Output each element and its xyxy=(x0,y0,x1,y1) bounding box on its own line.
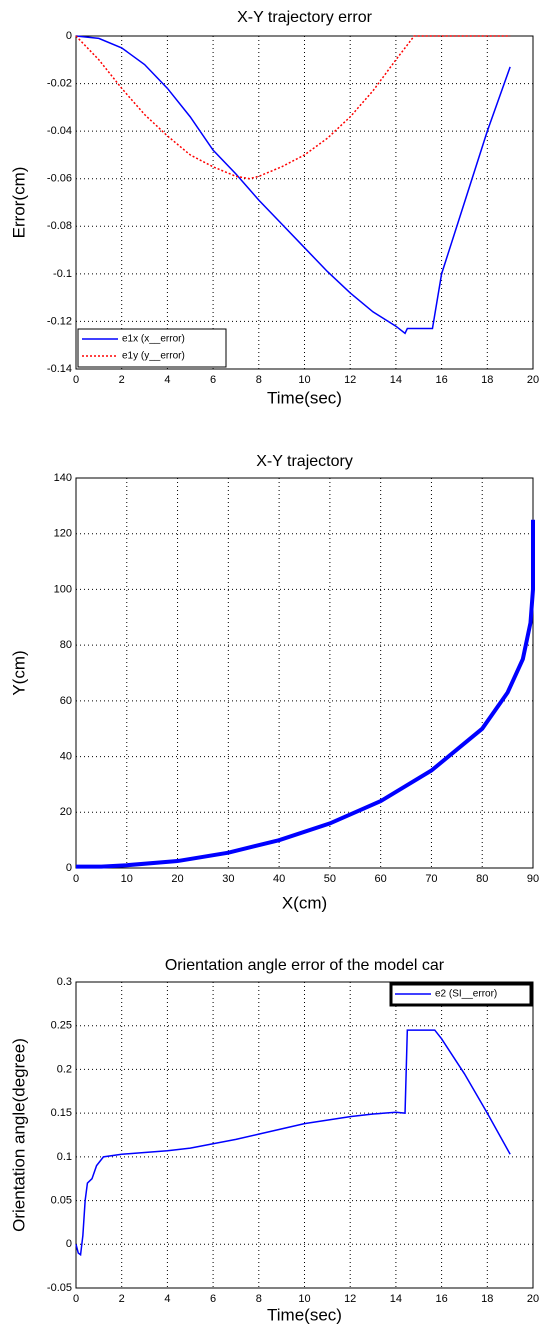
y-tick-label: 0 xyxy=(66,862,72,874)
x-tick-label: 0 xyxy=(73,873,79,885)
x-tick-label: 20 xyxy=(527,1293,539,1305)
x-axis-label: Time(sec) xyxy=(267,1305,342,1324)
x-tick-label: 0 xyxy=(73,374,79,386)
x-tick-label: 14 xyxy=(390,374,402,386)
x-tick-label: 30 xyxy=(222,873,234,885)
x-tick-label: 0 xyxy=(73,1293,79,1305)
legend-box xyxy=(77,328,227,368)
y-tick-label: -0.06 xyxy=(47,173,72,185)
y-tick-label: 0.25 xyxy=(51,1020,72,1032)
x-tick-label: 16 xyxy=(435,1293,447,1305)
legend-box xyxy=(389,982,533,1007)
y-tick-label: -0.14 xyxy=(47,363,72,375)
data-line xyxy=(75,35,511,335)
x-tick-label: 18 xyxy=(481,1293,493,1305)
y-tick-label: -0.02 xyxy=(47,77,72,89)
plot-frame xyxy=(75,35,534,370)
x-tick-label: 80 xyxy=(476,873,488,885)
x-tick-label: 60 xyxy=(375,873,387,885)
data-line xyxy=(75,35,511,180)
legend-label: e1y (y__error) xyxy=(122,351,185,362)
x-tick-label: 50 xyxy=(324,873,336,885)
y-tick-label: -0.1 xyxy=(53,268,72,280)
y-tick-label: 140 xyxy=(54,472,72,484)
y-tick-label: -0.05 xyxy=(47,1282,72,1294)
y-tick-label: 0.05 xyxy=(51,1194,72,1206)
y-tick-label: 100 xyxy=(54,583,72,595)
legend-label: e2 (SI__error) xyxy=(435,989,497,1000)
y-tick-label: 0.1 xyxy=(57,1151,72,1163)
y-axis-label: Error(cm) xyxy=(9,167,28,239)
x-tick-label: 12 xyxy=(344,374,356,386)
data-line xyxy=(75,1029,511,1257)
legend-label: e1x (x__error) xyxy=(122,334,185,345)
x-tick-label: 40 xyxy=(273,873,285,885)
x-tick-label: 4 xyxy=(164,374,170,386)
x-tick-label: 4 xyxy=(164,1293,170,1305)
plot-frame xyxy=(75,981,534,1289)
y-tick-label: -0.12 xyxy=(47,315,72,327)
chart-title: X-Y trajectory xyxy=(256,453,353,470)
y-tick-label: 40 xyxy=(60,750,72,762)
x-tick-label: 6 xyxy=(210,1293,216,1305)
y-tick-label: 0 xyxy=(66,30,72,42)
y-tick-label: -0.08 xyxy=(47,220,72,232)
x-tick-label: 8 xyxy=(256,1293,262,1305)
x-tick-label: 2 xyxy=(119,1293,125,1305)
y-tick-label: 0.15 xyxy=(51,1107,72,1119)
y-axis-label: Orientation angle(degree) xyxy=(9,1038,28,1232)
x-tick-label: 70 xyxy=(425,873,437,885)
x-tick-label: 10 xyxy=(298,374,310,386)
y-tick-label: 0.3 xyxy=(57,976,72,988)
y-tick-label: 0.2 xyxy=(57,1063,72,1075)
x-tick-label: 20 xyxy=(527,374,539,386)
x-axis-label: X(cm) xyxy=(282,893,327,912)
x-tick-label: 16 xyxy=(435,374,447,386)
x-tick-label: 6 xyxy=(210,374,216,386)
x-axis-label: Time(sec) xyxy=(267,388,342,407)
data-line xyxy=(76,519,535,869)
x-tick-label: 10 xyxy=(298,1293,310,1305)
y-tick-label: -0.04 xyxy=(47,125,72,137)
x-tick-label: 14 xyxy=(390,1293,402,1305)
y-axis-label: Y(cm) xyxy=(9,650,28,695)
x-tick-label: 2 xyxy=(119,374,125,386)
x-tick-label: 10 xyxy=(121,873,133,885)
y-tick-label: 20 xyxy=(60,806,72,818)
chart-title: X-Y trajectory error xyxy=(237,9,373,26)
plot-frame xyxy=(75,477,534,869)
y-tick-label: 80 xyxy=(60,639,72,651)
x-tick-label: 8 xyxy=(256,374,262,386)
x-tick-label: 90 xyxy=(527,873,539,885)
y-tick-label: 0 xyxy=(66,1238,72,1250)
chart-title: Orientation angle error of the model car xyxy=(165,957,445,974)
x-tick-label: 12 xyxy=(344,1293,356,1305)
x-tick-label: 18 xyxy=(481,374,493,386)
y-tick-label: 60 xyxy=(60,695,72,707)
x-tick-label: 20 xyxy=(171,873,183,885)
y-tick-label: 120 xyxy=(54,528,72,540)
